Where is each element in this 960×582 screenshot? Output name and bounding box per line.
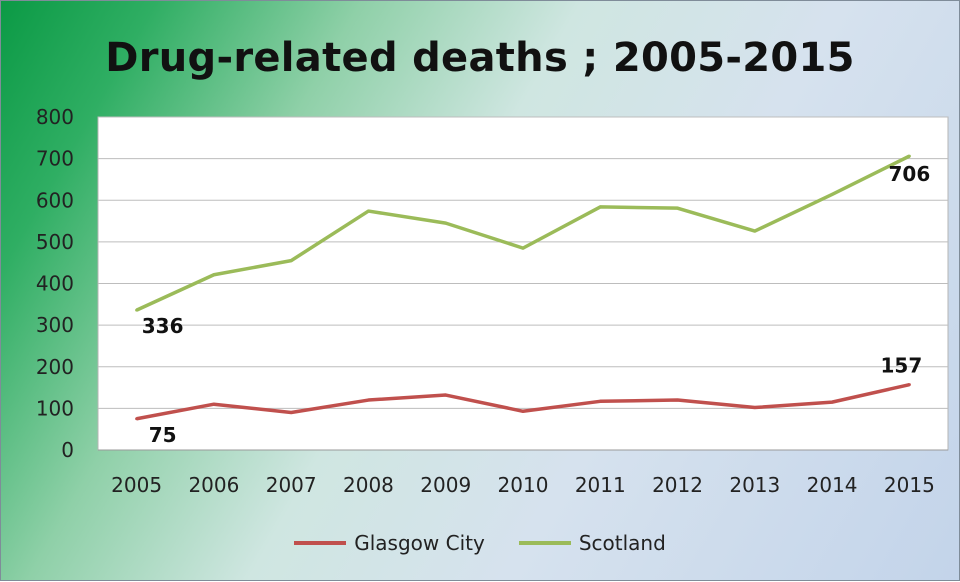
data-point (830, 192, 834, 196)
data-point (366, 209, 370, 213)
data-point (289, 411, 293, 415)
x-tick-label: 2009 (420, 473, 471, 497)
data-point (212, 273, 216, 277)
data-point (907, 383, 911, 387)
legend: Glasgow City Scotland (1, 531, 959, 555)
data-point (830, 400, 834, 404)
chart-title: Drug-related deaths ; 2005-2015 (105, 35, 855, 81)
data-point (521, 246, 525, 250)
data-label: 336 (142, 314, 184, 338)
data-point (444, 393, 448, 397)
data-point (676, 398, 680, 402)
data-point (212, 402, 216, 406)
legend-item-scotland: Scotland (518, 531, 666, 555)
y-tick-label: 100 (36, 396, 74, 420)
data-point (521, 409, 525, 413)
legend-label-glasgow: Glasgow City (354, 531, 485, 555)
x-tick-label: 2010 (498, 473, 549, 497)
x-tick-label: 2011 (575, 473, 626, 497)
data-point (444, 221, 448, 225)
y-tick-label: 500 (36, 230, 74, 254)
data-point (598, 399, 602, 403)
legend-label-scotland: Scotland (578, 531, 666, 555)
data-label: 157 (880, 354, 922, 378)
x-tick-label: 2007 (266, 473, 317, 497)
y-tick-label: 300 (36, 313, 74, 337)
x-tick-label: 2015 (884, 473, 935, 497)
x-tick-label: 2005 (111, 473, 162, 497)
x-tick-label: 2012 (652, 473, 703, 497)
legend-swatch-glasgow (294, 541, 347, 545)
data-point (598, 205, 602, 209)
data-label: 75 (149, 423, 177, 447)
y-tick-label: 200 (36, 355, 74, 379)
x-tick-label: 2008 (343, 473, 394, 497)
data-label: 706 (888, 162, 930, 186)
y-tick-label: 800 (36, 105, 74, 129)
legend-item-glasgow: Glasgow City (294, 531, 485, 555)
data-point (753, 406, 757, 410)
legend-swatch-scotland (518, 541, 571, 545)
y-tick-label: 700 (36, 147, 74, 171)
data-point (135, 417, 139, 421)
y-tick-label: 400 (36, 272, 74, 296)
x-tick-label: 2006 (188, 473, 239, 497)
data-point (907, 154, 911, 158)
y-tick-label: 600 (36, 188, 74, 212)
data-point (289, 259, 293, 263)
x-tick-label: 2014 (807, 473, 858, 497)
x-tick-label: 2013 (729, 473, 780, 497)
data-point (676, 206, 680, 210)
data-point (753, 229, 757, 233)
data-point (135, 308, 139, 312)
y-tick-label: 0 (61, 438, 74, 462)
data-point (366, 398, 370, 402)
